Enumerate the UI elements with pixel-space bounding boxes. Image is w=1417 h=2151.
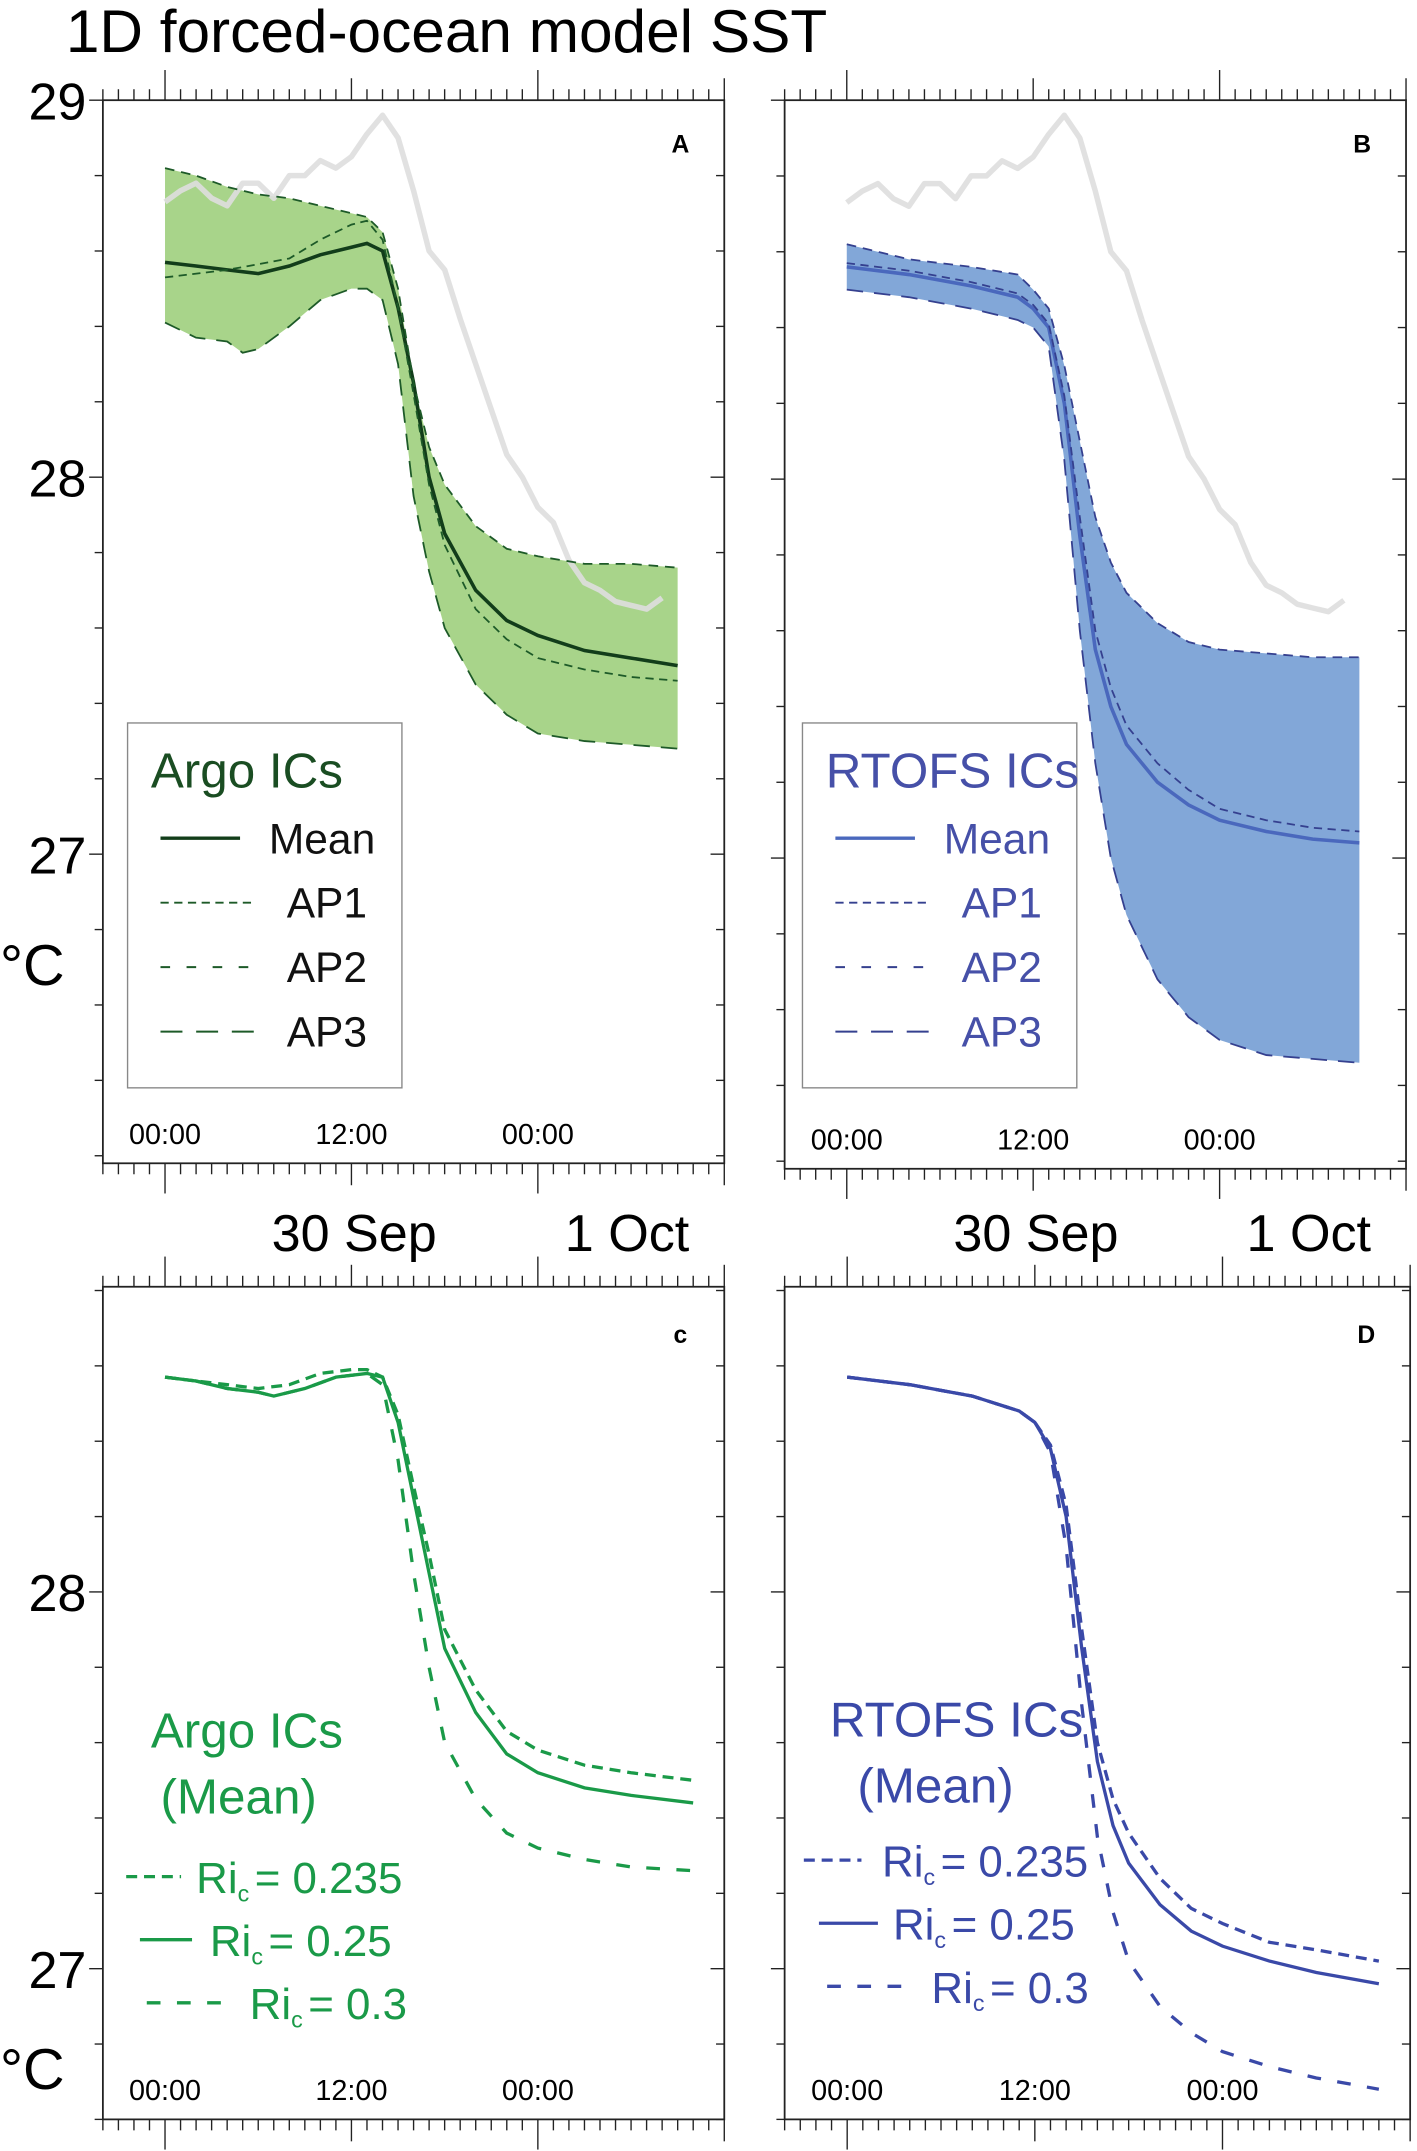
series-line-ric-2	[164, 1371, 694, 1873]
legend-label: Ric = 0.25	[893, 1901, 1075, 1953]
series-line-ap1	[846, 262, 1360, 833]
legend-label: Ric = 0.3	[250, 1980, 407, 2032]
ri-subscript: c	[291, 2006, 303, 2032]
spread-band	[165, 168, 678, 749]
ri-base: Ri	[210, 1917, 251, 1966]
legend-title: RTOFS ICs	[826, 743, 1079, 798]
y-tick-label: 29	[28, 73, 86, 131]
legend-label: AP1	[287, 881, 367, 928]
time-label: 00:00	[129, 1119, 201, 1151]
legend-box	[126, 722, 403, 1089]
series-line-ric-1	[846, 1375, 1380, 1986]
y-axis-unit: °C	[0, 2038, 65, 2102]
series-line-ap3	[164, 287, 678, 750]
observed-sst-line	[845, 112, 1346, 615]
ri-value: = 0.25	[952, 1901, 1075, 1950]
series-line-ap2	[846, 243, 1360, 659]
ri-base: Ri	[250, 1980, 291, 2029]
ri-subscript: c	[923, 1864, 935, 1890]
figure-title: 1D forced-ocean model SST	[66, 0, 827, 65]
legend-label: Ric = 0.3	[931, 1964, 1088, 2016]
legend-title: RTOFS ICs	[830, 1693, 1083, 1748]
ri-value: = 0.235	[255, 1854, 403, 1903]
panel-label: B	[1353, 131, 1371, 158]
time-label: 00:00	[129, 2075, 201, 2107]
ri-value: = 0.3	[990, 1964, 1089, 2013]
time-label: 12:00	[315, 2075, 387, 2107]
date-label: 1 Oct	[565, 1205, 690, 1263]
plots: 27 28 29 °C 00:00 12:00 00:00 30 Sep 1 Oct A Argo …	[0, 70, 1412, 2150]
time-label: 00:00	[502, 1119, 574, 1151]
ri-base: Ri	[882, 1838, 923, 1887]
y-axis-unit: °C	[0, 934, 65, 998]
legend-label: AP2	[287, 945, 367, 992]
date-label: 30 Sep	[272, 1205, 437, 1263]
y-tick-label: 27	[28, 827, 86, 885]
time-label: 00:00	[811, 2075, 883, 2107]
y-tick-label: 27	[28, 1942, 86, 2000]
panel-label: A	[671, 131, 689, 158]
observed-sst-line	[163, 112, 664, 612]
y-tick-label: 28	[28, 1565, 86, 1623]
ri-value: = 0.235	[941, 1838, 1089, 1887]
series-line-ric-0	[164, 1367, 694, 1782]
time-label: 12:00	[997, 1125, 1069, 1157]
panel-b: 00:00 12:00 00:00 30 Sep 1 Oct B RTOFS ICs Mean…	[770, 70, 1407, 1263]
legend-subtitle: (Mean)	[857, 1759, 1013, 1814]
legend-label: AP1	[962, 881, 1042, 928]
series-line-ric-2	[846, 1375, 1380, 2091]
time-label: 00:00	[1184, 1125, 1256, 1157]
ri-subscript: c	[973, 1990, 985, 2016]
ri-subscript: c	[934, 1927, 946, 1953]
legend-label: Ric = 0.235	[196, 1854, 402, 1906]
time-label: 12:00	[999, 2075, 1071, 2107]
date-label: 1 Oct	[1247, 1205, 1372, 1263]
ri-subscript: c	[251, 1943, 263, 1969]
legend-label: AP2	[962, 945, 1042, 992]
ri-subscript: c	[238, 1880, 250, 1906]
legend-title: Argo ICs	[151, 1704, 343, 1759]
panel-label: c	[674, 1322, 688, 1349]
legend-label: Ric = 0.25	[210, 1917, 392, 1969]
time-label: 00:00	[1186, 2075, 1258, 2107]
legend-label: Ric = 0.235	[882, 1838, 1088, 1890]
ri-base: Ri	[931, 1964, 972, 2013]
series-line-ap1	[164, 219, 678, 682]
y-tick-label: 28	[28, 450, 86, 508]
ri-value: = 0.3	[308, 1980, 407, 2029]
ri-base: Ri	[893, 1901, 934, 1950]
series-line-ric-0	[846, 1375, 1380, 1963]
legend-label: Mean	[269, 816, 375, 863]
panel-a: 27 28 29 °C 00:00 12:00 00:00 30 Sep 1 Oct A Argo …	[0, 70, 726, 1263]
legend-subtitle: (Mean)	[160, 1769, 316, 1824]
legend-title: Argo ICs	[151, 743, 343, 798]
time-label: 12:00	[315, 1119, 387, 1151]
spread-band	[846, 244, 1360, 1063]
series-line-mean	[846, 265, 1360, 845]
series-line-ap3	[846, 288, 1360, 1064]
legend-label: AP3	[962, 1010, 1042, 1057]
panel-label: D	[1357, 1322, 1375, 1349]
ri-value: = 0.25	[268, 1917, 391, 1966]
ri-base: Ri	[196, 1854, 237, 1903]
series-line-ap2	[164, 167, 678, 569]
legend-box	[801, 722, 1078, 1089]
legend-label: Mean	[944, 816, 1050, 863]
date-label: 30 Sep	[953, 1205, 1118, 1263]
legend-label: AP3	[287, 1010, 367, 1057]
time-label: 00:00	[502, 2075, 574, 2107]
time-label: 00:00	[811, 1125, 883, 1157]
